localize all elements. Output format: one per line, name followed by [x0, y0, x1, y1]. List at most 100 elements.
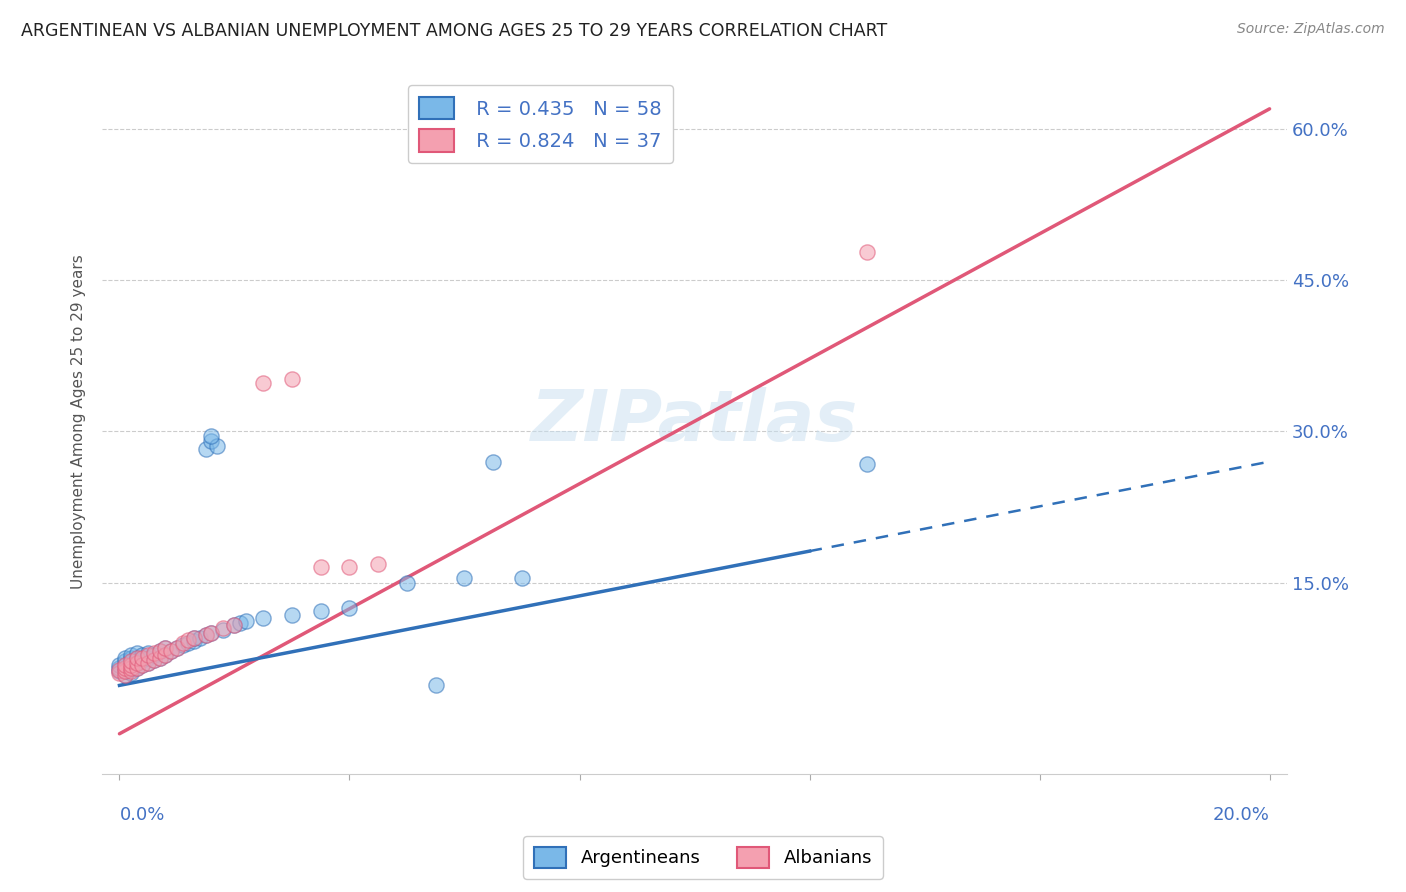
Point [114, 651, 136, 665]
Point [510, 570, 533, 584]
Text: 0.0%: 0.0% [120, 806, 165, 824]
Point [252, 376, 274, 390]
Point [108, 661, 131, 675]
Point [125, 657, 148, 671]
Point [114, 668, 136, 682]
Point [114, 661, 136, 675]
Point [205, 440, 228, 454]
Point [136, 648, 159, 662]
Legend: Argentineans, Albanians: Argentineans, Albanians [523, 836, 883, 879]
Point [114, 665, 136, 679]
Point [224, 618, 246, 632]
Point [155, 648, 177, 662]
Point [114, 654, 136, 668]
Point [200, 626, 222, 640]
Point [120, 662, 142, 676]
Point [125, 651, 148, 665]
Point [160, 644, 183, 658]
Point [120, 654, 142, 668]
Text: ARGENTINEAN VS ALBANIAN UNEMPLOYMENT AMONG AGES 25 TO 29 YEARS CORRELATION CHART: ARGENTINEAN VS ALBANIAN UNEMPLOYMENT AMO… [21, 22, 887, 40]
Point [131, 648, 153, 662]
Point [108, 658, 131, 673]
Point [395, 575, 418, 590]
Point [125, 651, 148, 665]
Point [177, 633, 200, 648]
Point [149, 651, 172, 665]
Point [114, 661, 136, 675]
Point [252, 611, 274, 625]
Point [177, 636, 200, 650]
Point [200, 434, 222, 449]
Point [108, 665, 131, 679]
Point [114, 668, 136, 682]
Point [155, 641, 177, 656]
Point [136, 657, 159, 671]
Point [131, 651, 153, 665]
Point [143, 646, 166, 660]
Point [229, 615, 252, 630]
Point [166, 641, 188, 656]
Point [339, 600, 361, 615]
Point [367, 558, 389, 572]
Point [453, 570, 475, 584]
Point [188, 631, 211, 645]
Point [108, 663, 131, 677]
Point [281, 607, 304, 622]
Point [136, 646, 159, 660]
Point [281, 372, 304, 386]
Text: 20.0%: 20.0% [1213, 806, 1270, 824]
Point [120, 654, 142, 668]
Point [120, 661, 142, 675]
Point [120, 658, 142, 673]
Point [125, 657, 148, 671]
Point [136, 657, 159, 671]
Point [149, 644, 172, 658]
Point [183, 631, 205, 645]
Point [136, 651, 159, 665]
Point [856, 457, 879, 471]
Point [125, 661, 148, 675]
Y-axis label: Unemployment Among Ages 25 to 29 years: Unemployment Among Ages 25 to 29 years [72, 254, 86, 589]
Point [160, 644, 183, 658]
Text: Source: ZipAtlas.com: Source: ZipAtlas.com [1237, 22, 1385, 37]
Point [183, 634, 205, 648]
Point [339, 560, 361, 574]
Point [224, 618, 246, 632]
Point [856, 244, 879, 259]
Point [120, 666, 142, 681]
Point [114, 658, 136, 673]
Point [172, 636, 194, 650]
Point [200, 626, 222, 640]
Point [120, 648, 142, 662]
Point [108, 666, 131, 681]
Point [194, 628, 217, 642]
Point [131, 653, 153, 667]
Point [166, 641, 188, 656]
Point [125, 661, 148, 675]
Point [155, 641, 177, 656]
Point [114, 665, 136, 679]
Point [309, 604, 332, 618]
Point [482, 455, 505, 469]
Point [183, 631, 205, 645]
Point [125, 646, 148, 660]
Point [131, 658, 153, 673]
Point [309, 560, 332, 574]
Point [155, 648, 177, 662]
Text: ZIPatlas: ZIPatlas [531, 387, 858, 456]
Point [149, 644, 172, 658]
Point [212, 623, 235, 637]
Point [131, 658, 153, 673]
Point [149, 651, 172, 665]
Legend:  R = 0.435   N = 58,  R = 0.824   N = 37: R = 0.435 N = 58, R = 0.824 N = 37 [408, 86, 673, 163]
Point [425, 678, 447, 692]
Point [114, 658, 136, 673]
Point [172, 638, 194, 652]
Point [194, 442, 217, 456]
Point [200, 429, 222, 443]
Point [143, 653, 166, 667]
Point [143, 653, 166, 667]
Point [235, 614, 257, 628]
Point [120, 665, 142, 679]
Point [212, 621, 235, 635]
